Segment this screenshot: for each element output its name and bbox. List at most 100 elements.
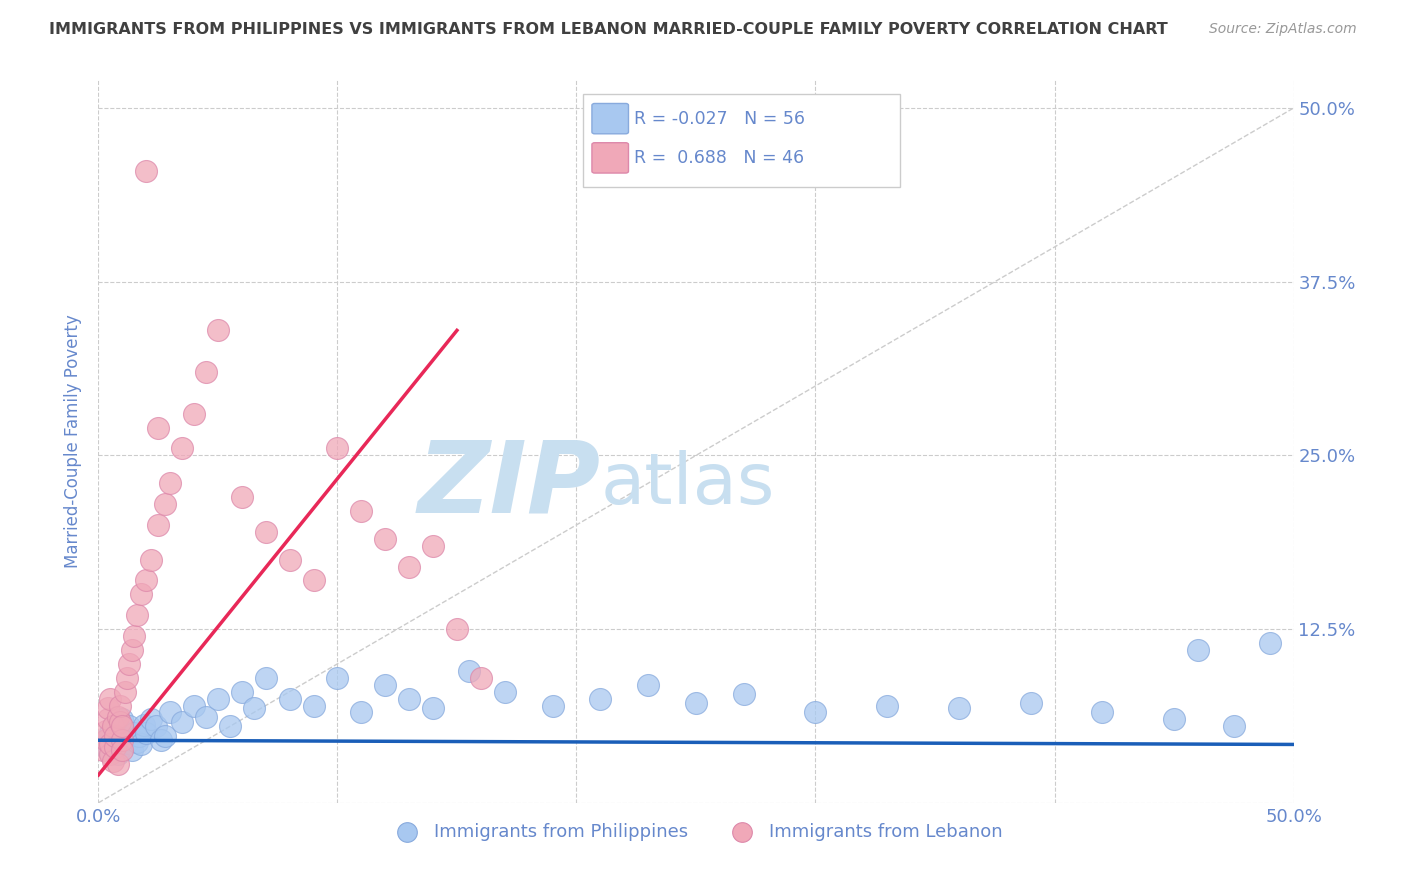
Point: [124, 726, 146, 740]
Point: [145, 719, 167, 733]
Point: [374, 532, 396, 546]
Point: [114, 684, 136, 698]
Point: [98, 726, 122, 740]
Point: [350, 504, 373, 518]
Point: [876, 698, 898, 713]
Point: [125, 734, 148, 748]
Text: Source: ZipAtlas.com: Source: ZipAtlas.com: [1209, 22, 1357, 37]
Point: [97, 743, 120, 757]
Point: [94, 723, 117, 738]
Point: [114, 731, 136, 745]
Point: [115, 736, 138, 750]
Point: [422, 539, 444, 553]
Point: [207, 691, 229, 706]
Point: [398, 691, 420, 706]
Point: [107, 709, 129, 723]
Point: [104, 740, 127, 755]
Point: [231, 490, 253, 504]
Point: [97, 701, 120, 715]
Point: [118, 719, 141, 733]
Point: [446, 622, 468, 636]
Point: [195, 365, 218, 379]
Y-axis label: Married-Couple Family Poverty: Married-Couple Family Poverty: [65, 315, 83, 568]
Point: [183, 698, 205, 713]
Point: [172, 715, 194, 730]
Point: [374, 678, 396, 692]
Point: [111, 723, 134, 738]
Point: [111, 740, 134, 755]
Point: [172, 442, 194, 456]
Point: [91, 743, 114, 757]
Point: [494, 684, 516, 698]
Point: [804, 706, 827, 720]
Point: [98, 738, 122, 752]
Point: [124, 629, 146, 643]
Point: [107, 756, 129, 771]
Point: [1258, 636, 1281, 650]
Point: [155, 497, 177, 511]
Point: [121, 643, 143, 657]
Point: [458, 664, 481, 678]
Point: [108, 698, 131, 713]
Text: IMMIGRANTS FROM PHILIPPINES VS IMMIGRANTS FROM LEBANON MARRIED-COUPLE FAMILY POV: IMMIGRANTS FROM PHILIPPINES VS IMMIGRANT…: [49, 22, 1168, 37]
Point: [159, 476, 181, 491]
Point: [1019, 696, 1042, 710]
Point: [139, 713, 162, 727]
Point: [254, 524, 277, 539]
Text: atlas: atlas: [600, 450, 775, 519]
Point: [132, 718, 155, 732]
Point: [125, 608, 148, 623]
Point: [131, 738, 153, 752]
Point: [637, 678, 659, 692]
Point: [733, 687, 755, 701]
Point: [135, 574, 157, 588]
Point: [128, 729, 150, 743]
Point: [121, 743, 143, 757]
Point: [302, 698, 325, 713]
Point: [278, 552, 301, 566]
Point: [101, 719, 124, 733]
Point: [1187, 643, 1209, 657]
Point: [207, 323, 229, 337]
Point: [155, 729, 177, 743]
Point: [104, 729, 127, 743]
Point: [94, 733, 117, 747]
Text: R = -0.027   N = 56: R = -0.027 N = 56: [634, 110, 806, 128]
Point: [326, 442, 349, 456]
Point: [104, 719, 127, 733]
Point: [326, 671, 349, 685]
Point: [231, 684, 253, 698]
Point: [685, 696, 707, 710]
Point: [139, 552, 162, 566]
Point: [278, 691, 301, 706]
Point: [101, 754, 124, 768]
Point: [350, 706, 373, 720]
Text: ZIP: ZIP: [418, 436, 600, 533]
Point: [135, 726, 157, 740]
Point: [111, 733, 134, 747]
Point: [159, 706, 181, 720]
Point: [398, 559, 420, 574]
Point: [243, 701, 266, 715]
Point: [541, 698, 564, 713]
Point: [183, 407, 205, 421]
Point: [254, 671, 277, 685]
Point: [1091, 706, 1114, 720]
Point: [118, 657, 141, 671]
Point: [98, 747, 122, 761]
Point: [948, 701, 970, 715]
Point: [219, 719, 242, 733]
Point: [115, 671, 138, 685]
Point: [111, 719, 134, 733]
Point: [97, 713, 120, 727]
Point: [131, 587, 153, 601]
Point: [135, 163, 157, 178]
Point: [149, 733, 172, 747]
Point: [302, 574, 325, 588]
Point: [589, 691, 612, 706]
Point: [1223, 719, 1246, 733]
Point: [1163, 713, 1185, 727]
Point: [422, 701, 444, 715]
Point: [111, 713, 134, 727]
Point: [148, 420, 170, 434]
